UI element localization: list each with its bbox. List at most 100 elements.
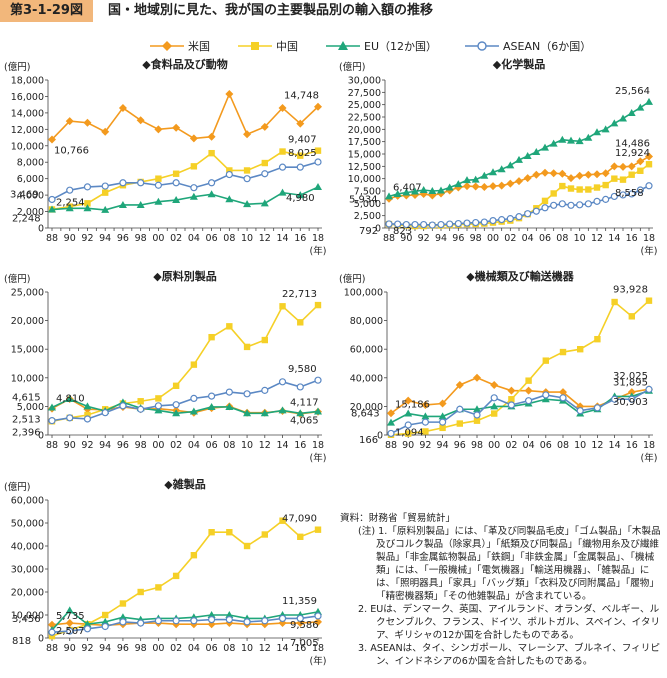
data-point (65, 117, 74, 126)
data-point (243, 175, 251, 183)
data-point (480, 171, 489, 179)
data-label: 4,980 (286, 193, 315, 204)
x-tick-label: 08 (223, 440, 235, 451)
x-tick-label: 92 (81, 643, 93, 654)
data-label: 4,117 (290, 397, 319, 408)
data-point (610, 192, 618, 201)
data-point (558, 135, 567, 143)
data-point (84, 411, 91, 419)
x-tick-label: 00 (488, 440, 500, 451)
figure-number: 第3-1-29図 (0, 0, 93, 22)
data-point (611, 395, 619, 403)
data-point (208, 529, 215, 536)
data-point (541, 204, 549, 212)
note-2: 2. EUは、デンマーク、英国、アイルランド、オランダ、ベルギー、ルクセンブルク… (358, 604, 661, 641)
data-point (524, 210, 532, 218)
data-point (611, 298, 618, 306)
x-tick-label: 12 (259, 233, 271, 244)
data-point (515, 177, 523, 186)
data-point (260, 199, 269, 207)
data-label: 3,469 (10, 189, 39, 200)
series-line (390, 388, 650, 435)
data-point (636, 103, 645, 111)
y-tick-label: 16,000 (11, 92, 44, 103)
data-point (66, 186, 74, 194)
chart-title: ◆原料別製品 (153, 270, 216, 283)
chart-title: ◆機械類及び輸送機器 (466, 270, 574, 283)
data-point (489, 182, 497, 191)
data-point (601, 169, 610, 178)
data-point (637, 167, 644, 174)
data-point (48, 205, 56, 213)
y-axis-unit: (億円) (339, 61, 365, 73)
data-point (490, 402, 499, 410)
x-tick-label: 96 (117, 440, 129, 451)
x-tick-label: 10 (241, 643, 253, 654)
data-point (636, 186, 644, 194)
data-point (421, 400, 430, 409)
x-tick-label: 98 (470, 233, 482, 244)
data-point (645, 97, 653, 105)
x-tick-label: 96 (452, 233, 464, 244)
data-point (101, 617, 110, 625)
data-point (541, 395, 550, 403)
data-point (541, 143, 549, 151)
data-point (411, 220, 419, 229)
data-point (172, 401, 180, 409)
data-point (601, 125, 610, 133)
data-point (279, 303, 286, 310)
data-label: 6,407 (393, 182, 422, 193)
data-point (314, 147, 322, 154)
y-tick-label: 60,000 (11, 496, 44, 507)
data-label: 93,928 (613, 285, 648, 296)
data-point (226, 323, 233, 330)
data-point (260, 409, 269, 417)
data-point (102, 189, 109, 196)
data-point (296, 383, 304, 391)
data-point (575, 137, 584, 145)
series-line (390, 300, 650, 436)
data-point (314, 407, 322, 415)
data-point (296, 191, 305, 199)
data-point (404, 409, 413, 417)
data-point (471, 175, 480, 183)
x-tick-label: 08 (557, 440, 569, 451)
data-label: 2,396 (12, 427, 41, 438)
x-tick-label: 06 (206, 440, 218, 451)
y-tick-label: 80,000 (350, 316, 383, 327)
data-point (243, 130, 252, 139)
data-point (155, 395, 162, 402)
data-point (190, 163, 198, 170)
legend-swatch-us (150, 41, 184, 51)
y-tick-label: 0 (377, 431, 383, 442)
legend-swatch-china (238, 42, 272, 50)
data-point (208, 392, 216, 400)
data-point (296, 409, 305, 417)
data-point (278, 103, 287, 112)
data-point (463, 219, 471, 227)
notes: 資料：財務省「貿易統計」 (注) 1.「原料別製品」には、「革及び同製品毛皮」「… (340, 512, 665, 668)
data-point (456, 420, 463, 427)
data-point (189, 407, 198, 415)
data-point (225, 402, 234, 410)
data-point (83, 402, 92, 410)
x-tick-label: 08 (223, 233, 235, 244)
data-label: 15,186 (395, 399, 430, 410)
data-point (585, 186, 592, 193)
data-label: 11,359 (282, 596, 317, 607)
data-point (243, 200, 252, 208)
chart-title: ◆雑製品 (164, 478, 205, 491)
data-point (394, 220, 402, 228)
data-label: 4,065 (290, 416, 319, 427)
data-point (155, 175, 162, 182)
data-point (610, 119, 619, 127)
x-tick-label: 16 (294, 643, 306, 654)
data-point (446, 220, 454, 228)
data-point (190, 617, 198, 625)
x-tick-label: 16 (626, 233, 638, 244)
data-point (550, 190, 557, 197)
data-point (101, 622, 109, 631)
data-point (278, 619, 287, 628)
y-tick-label: 60,000 (350, 345, 383, 356)
data-label: 4,810 (56, 393, 85, 404)
